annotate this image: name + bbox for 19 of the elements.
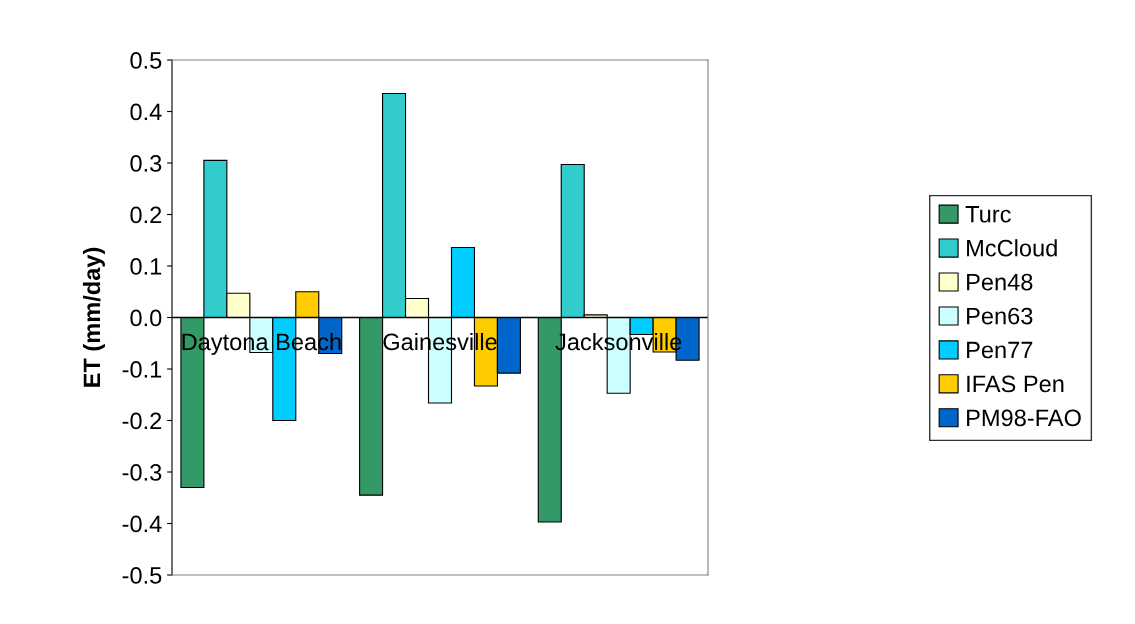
y-tick-label: 0.5 [130,52,162,69]
y-tick-label: 0.4 [130,103,162,121]
y-tick-label: -0.1 [122,361,162,378]
y-tick-label: 0.0 [130,309,162,327]
y-tick-label: 0.2 [130,206,162,224]
legend-label: McCloud [967,239,1057,257]
y-tick-label: -0.5 [122,567,162,584]
y-tick-label: 0.3 [130,155,162,172]
legend-label: Pen63 [967,307,1033,325]
y-tick-label: -0.2 [122,412,162,430]
y-tick-label: 0.1 [130,258,162,275]
legend-label: Pen77 [967,341,1033,359]
y-axis-title: ET (mm/day) [82,247,105,387]
y-tick-label: -0.3 [122,464,162,481]
legend-label: PM98-FAO [967,409,1081,427]
legend-label: Pen48 [967,273,1033,291]
y-tick-label: -0.4 [122,515,162,533]
legend-label: IFAS Pen [967,375,1064,393]
legend-label: Turc [965,206,1011,223]
